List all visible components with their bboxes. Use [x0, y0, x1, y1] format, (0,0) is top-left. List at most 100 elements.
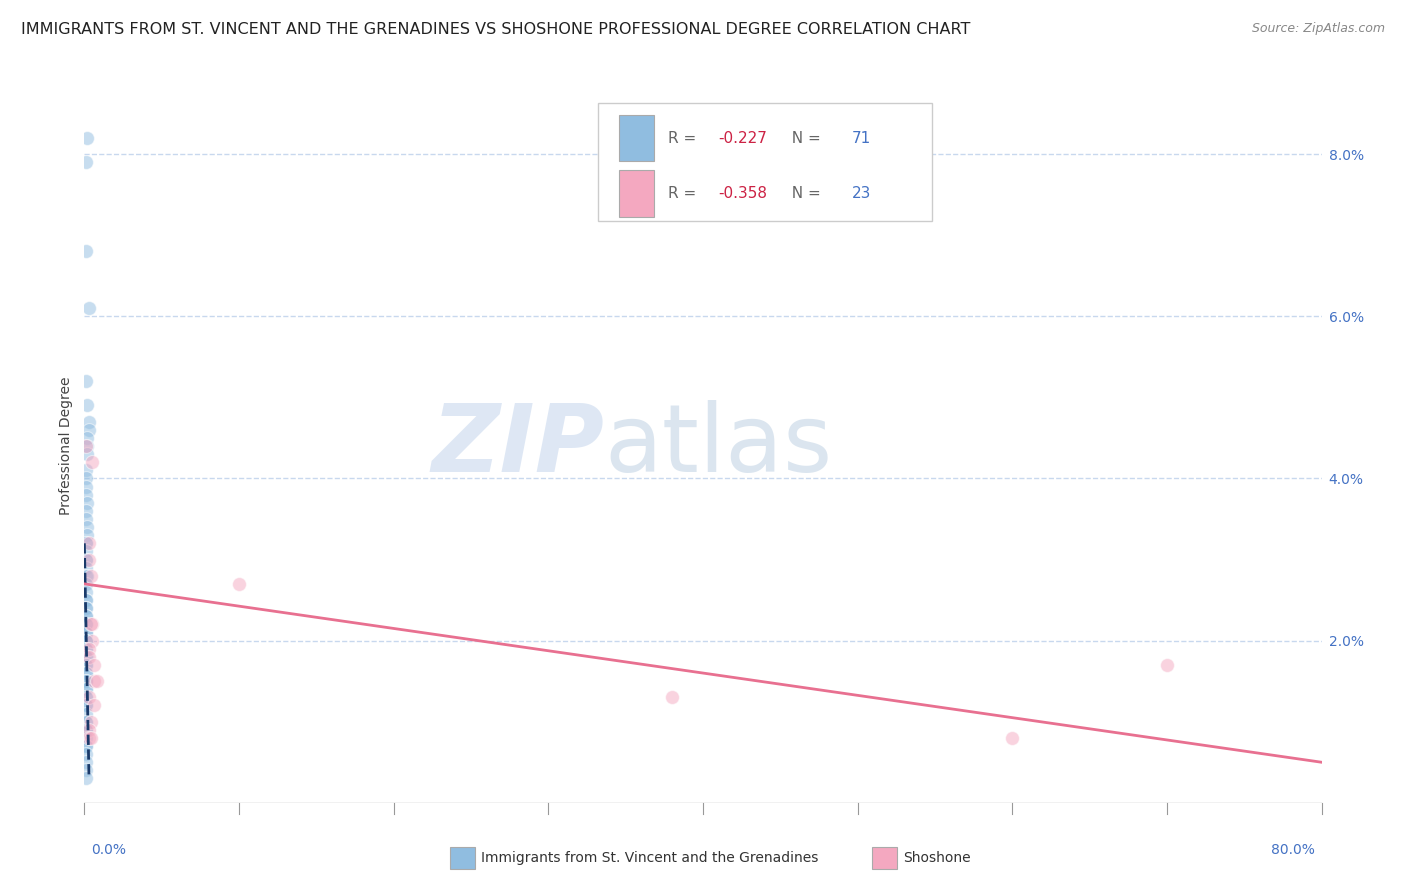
- Point: [83, 698, 105, 713]
- Point: [75, 698, 97, 713]
- Point: [75, 666, 97, 681]
- Point: [75, 479, 97, 493]
- Text: -0.227: -0.227: [718, 130, 766, 145]
- Text: Shoshone: Shoshone: [903, 851, 970, 865]
- Text: R =: R =: [668, 130, 702, 145]
- Point: [77, 423, 100, 437]
- Point: [76, 568, 98, 582]
- Point: [75, 244, 97, 259]
- Point: [75, 625, 97, 640]
- Text: ZIP: ZIP: [432, 400, 605, 492]
- Point: [76, 399, 98, 413]
- Point: [75, 593, 97, 607]
- Point: [79, 617, 101, 632]
- Point: [75, 577, 97, 591]
- Point: [75, 682, 97, 697]
- Point: [75, 756, 97, 770]
- Point: [83, 674, 105, 689]
- Point: [76, 447, 98, 461]
- Point: [86, 674, 108, 689]
- Point: [75, 617, 97, 632]
- Point: [76, 520, 98, 534]
- Point: [79, 731, 101, 745]
- Point: [77, 731, 100, 745]
- Text: Source: ZipAtlas.com: Source: ZipAtlas.com: [1251, 22, 1385, 36]
- Text: 23: 23: [852, 186, 870, 201]
- Point: [75, 739, 97, 753]
- FancyBboxPatch shape: [619, 170, 654, 217]
- Point: [75, 463, 97, 477]
- Point: [75, 552, 97, 566]
- Point: [75, 723, 97, 737]
- Point: [82, 617, 104, 632]
- Point: [75, 674, 97, 689]
- Point: [75, 625, 97, 640]
- Point: [75, 641, 97, 656]
- Point: [75, 585, 97, 599]
- Point: [75, 601, 97, 615]
- Point: [75, 471, 97, 485]
- Point: [75, 488, 97, 502]
- Point: [75, 633, 97, 648]
- Point: [79, 568, 101, 582]
- Point: [75, 439, 97, 453]
- Point: [75, 504, 97, 518]
- Point: [75, 560, 97, 574]
- Text: IMMIGRANTS FROM ST. VINCENT AND THE GRENADINES VS SHOSHONE PROFESSIONAL DEGREE C: IMMIGRANTS FROM ST. VINCENT AND THE GREN…: [21, 22, 970, 37]
- Point: [77, 641, 100, 656]
- Text: 80.0%: 80.0%: [1271, 843, 1315, 857]
- Point: [83, 657, 105, 672]
- Text: -0.358: -0.358: [718, 186, 766, 201]
- Point: [76, 439, 98, 453]
- Y-axis label: Professional Degree: Professional Degree: [59, 376, 73, 516]
- Text: 71: 71: [852, 130, 870, 145]
- Point: [75, 690, 97, 705]
- Text: Immigrants from St. Vincent and the Grenadines: Immigrants from St. Vincent and the Gren…: [481, 851, 818, 865]
- Point: [75, 657, 97, 672]
- Point: [75, 374, 97, 388]
- Point: [75, 714, 97, 729]
- Point: [75, 682, 97, 697]
- Point: [77, 552, 100, 566]
- Point: [75, 706, 97, 721]
- Point: [661, 690, 683, 705]
- Text: R =: R =: [668, 186, 702, 201]
- Point: [75, 747, 97, 761]
- Point: [75, 155, 97, 169]
- Text: N =: N =: [782, 186, 825, 201]
- Point: [228, 577, 250, 591]
- Point: [75, 723, 97, 737]
- Point: [77, 723, 100, 737]
- Point: [75, 772, 97, 786]
- Point: [77, 690, 100, 705]
- Point: [76, 431, 98, 445]
- Point: [75, 657, 97, 672]
- Point: [75, 544, 97, 558]
- Point: [75, 609, 97, 624]
- Point: [75, 714, 97, 729]
- Text: atlas: atlas: [605, 400, 832, 492]
- Point: [75, 633, 97, 648]
- Text: 0.0%: 0.0%: [91, 843, 127, 857]
- FancyBboxPatch shape: [619, 115, 654, 161]
- Point: [76, 649, 98, 664]
- Point: [75, 731, 97, 745]
- Point: [82, 633, 104, 648]
- Point: [1001, 731, 1024, 745]
- Point: [75, 536, 97, 550]
- Point: [75, 552, 97, 566]
- Point: [76, 496, 98, 510]
- Point: [77, 536, 100, 550]
- FancyBboxPatch shape: [598, 103, 932, 221]
- Text: N =: N =: [782, 130, 825, 145]
- Point: [75, 649, 97, 664]
- Point: [75, 536, 97, 550]
- Point: [75, 633, 97, 648]
- Point: [82, 455, 104, 469]
- Point: [75, 674, 97, 689]
- Point: [79, 714, 101, 729]
- Point: [75, 568, 97, 582]
- Point: [77, 301, 100, 315]
- Point: [75, 739, 97, 753]
- Point: [75, 609, 97, 624]
